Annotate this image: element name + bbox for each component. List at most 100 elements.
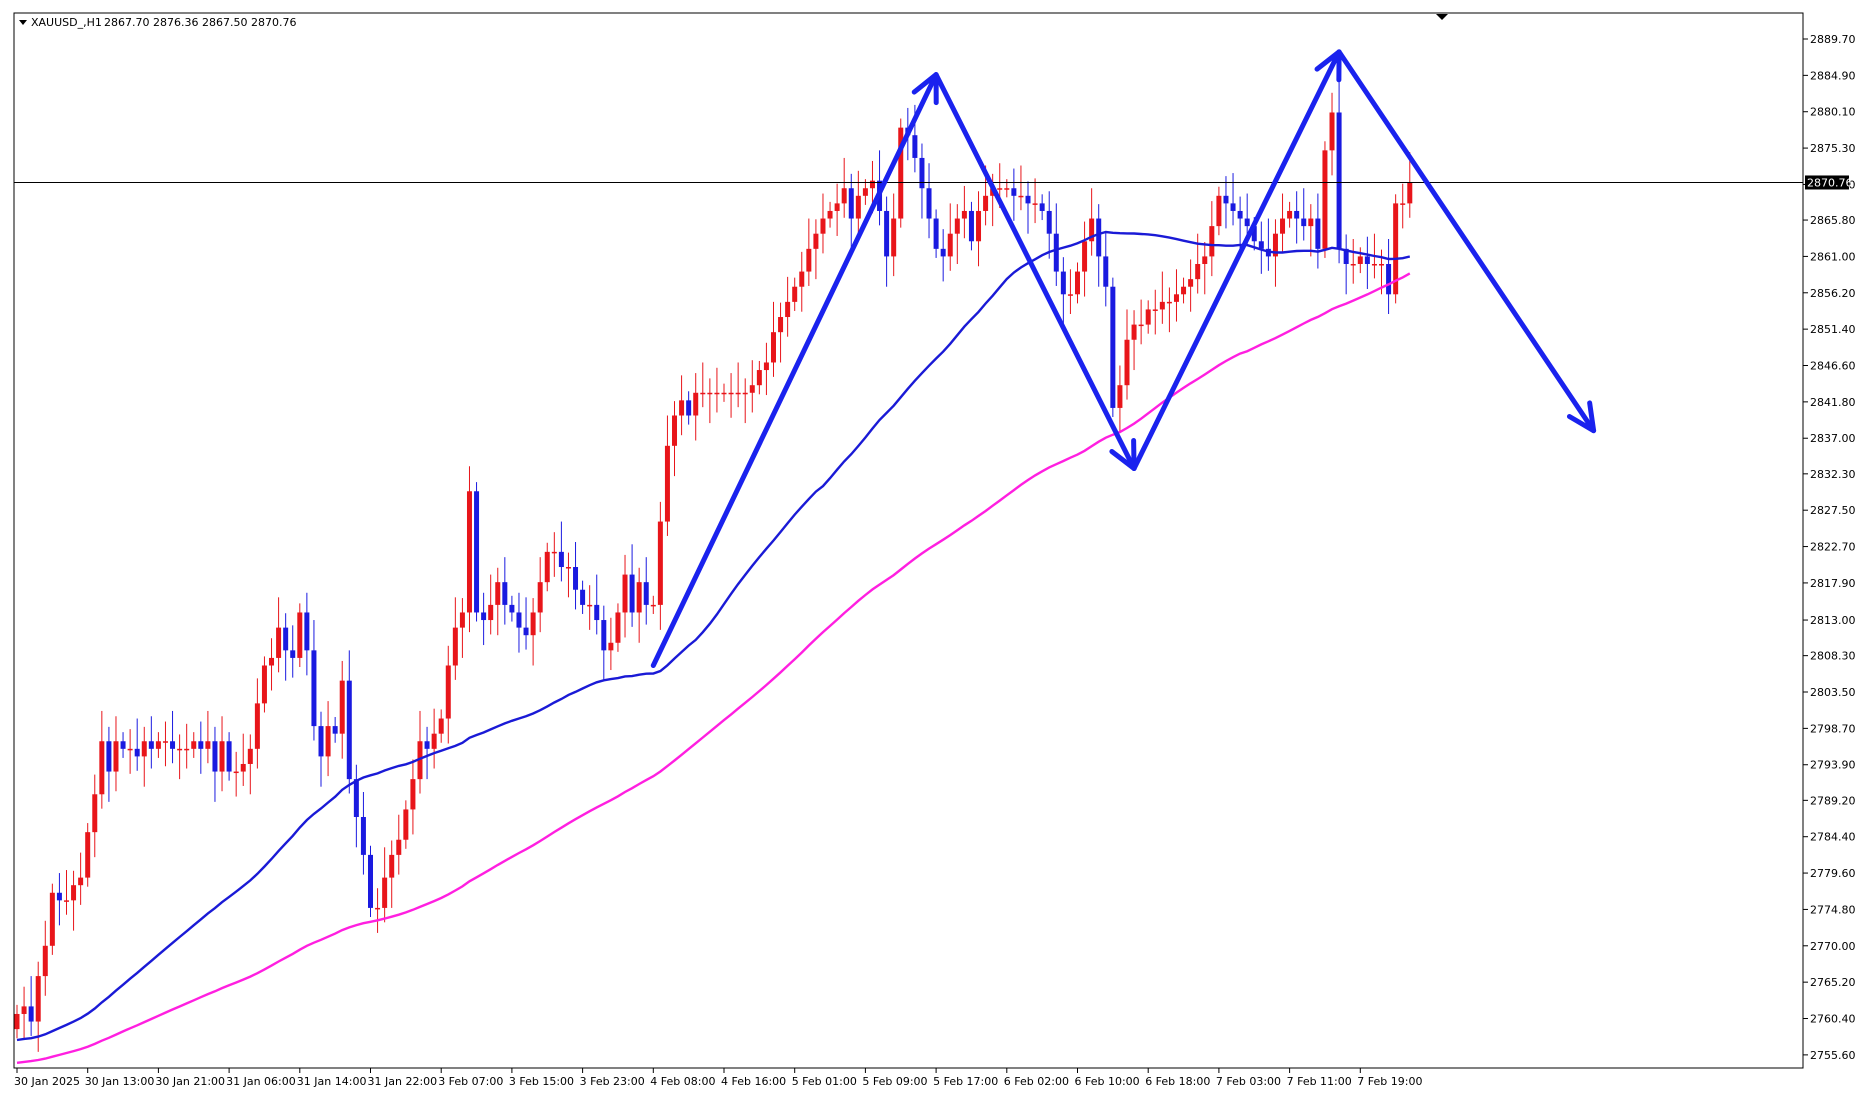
candle xyxy=(1364,236,1370,289)
candle xyxy=(42,920,48,996)
candle xyxy=(424,726,430,780)
candle xyxy=(841,157,847,218)
candle-body xyxy=(346,680,352,780)
candle xyxy=(1067,269,1073,314)
candle-body xyxy=(778,317,784,333)
candle xyxy=(1152,289,1158,335)
candle xyxy=(1181,277,1187,304)
candle-body xyxy=(1280,218,1286,234)
candle-body xyxy=(269,657,275,666)
candle-body xyxy=(841,188,847,204)
x-tick-label: 30 Jan 13:00 xyxy=(85,1075,155,1088)
x-tick-label: 3 Feb 07:00 xyxy=(438,1075,503,1088)
candle-body xyxy=(1053,233,1059,272)
candle xyxy=(587,585,593,630)
candle xyxy=(1308,204,1314,257)
candle xyxy=(177,734,183,780)
chart-menu-triangle-icon[interactable] xyxy=(19,20,27,25)
candle-body xyxy=(672,415,678,446)
candle xyxy=(396,814,402,875)
candle-body xyxy=(1301,218,1307,227)
candle xyxy=(1386,238,1392,314)
candle xyxy=(438,709,444,743)
candle-body xyxy=(49,892,55,946)
candle xyxy=(290,625,296,678)
candle xyxy=(615,603,621,652)
candle-body xyxy=(1188,279,1194,287)
candle-body xyxy=(403,809,409,840)
candle-body xyxy=(933,218,939,249)
candle-body xyxy=(1386,263,1392,295)
candle-body xyxy=(466,491,472,613)
candle-body xyxy=(1004,188,1010,190)
annotation-segment xyxy=(1336,49,1597,434)
y-tick-label: 2817.90 xyxy=(1810,577,1856,590)
candle xyxy=(1089,188,1095,256)
x-tick-label: 31 Jan 22:00 xyxy=(368,1075,438,1088)
candle-body xyxy=(968,210,974,242)
candle-body xyxy=(1258,241,1264,249)
candle xyxy=(445,645,451,744)
candle xyxy=(332,717,338,743)
candle-body xyxy=(629,574,635,613)
candle-body xyxy=(664,445,670,522)
candle xyxy=(318,711,324,787)
candle xyxy=(728,373,734,418)
candle-body xyxy=(1067,294,1073,296)
candle-body xyxy=(792,286,798,302)
candle xyxy=(148,716,154,769)
candle xyxy=(403,800,409,849)
candle xyxy=(1202,242,1208,295)
candle-body xyxy=(1308,218,1314,227)
candle xyxy=(629,544,635,627)
candle-body xyxy=(240,763,246,772)
candle xyxy=(191,732,197,758)
candle-body xyxy=(707,392,713,395)
candle xyxy=(1294,191,1300,244)
candle xyxy=(523,597,529,650)
candle-body xyxy=(1018,195,1024,198)
y-tick-label: 2779.60 xyxy=(1810,867,1856,880)
candle-body xyxy=(1371,263,1377,266)
candle-body xyxy=(375,907,381,910)
y-tick-label: 2822.70 xyxy=(1810,541,1856,554)
candle xyxy=(848,173,854,249)
symbol-timeframe: XAUUSD_,H1 xyxy=(31,16,102,29)
candle-body xyxy=(205,741,211,749)
candle-body xyxy=(155,741,161,749)
candle xyxy=(184,723,190,769)
candle-body xyxy=(643,582,649,605)
candle xyxy=(382,847,388,923)
candle xyxy=(1053,203,1059,286)
candle xyxy=(530,598,536,666)
x-tick-label: 7 Feb 19:00 xyxy=(1357,1075,1422,1088)
candle-body xyxy=(332,726,338,734)
candle xyxy=(325,701,331,777)
candle xyxy=(636,567,642,643)
candle xyxy=(304,592,310,676)
candle xyxy=(502,557,508,625)
candle-body xyxy=(382,877,388,908)
candle-body xyxy=(92,794,98,833)
candle xyxy=(693,373,699,441)
candle xyxy=(360,792,366,875)
candle xyxy=(1018,165,1024,211)
candle-body xyxy=(912,135,918,158)
y-tick-label: 2846.60 xyxy=(1810,360,1856,373)
candle-body xyxy=(1209,226,1215,257)
candle xyxy=(311,620,317,741)
candle-body xyxy=(63,900,69,902)
annotation-segment xyxy=(1131,49,1342,472)
candle-body xyxy=(28,1006,34,1022)
candle-body xyxy=(459,612,465,628)
x-tick-label: 3 Feb 23:00 xyxy=(580,1075,645,1088)
candle-body xyxy=(565,567,571,569)
candle xyxy=(71,870,77,931)
candle xyxy=(1117,365,1123,433)
candle-body xyxy=(1096,218,1102,257)
x-tick-label: 30 Jan 21:00 xyxy=(155,1075,225,1088)
candle xyxy=(1138,299,1144,345)
x-tick-label: 6 Feb 18:00 xyxy=(1145,1075,1210,1088)
candle-body xyxy=(728,392,734,395)
